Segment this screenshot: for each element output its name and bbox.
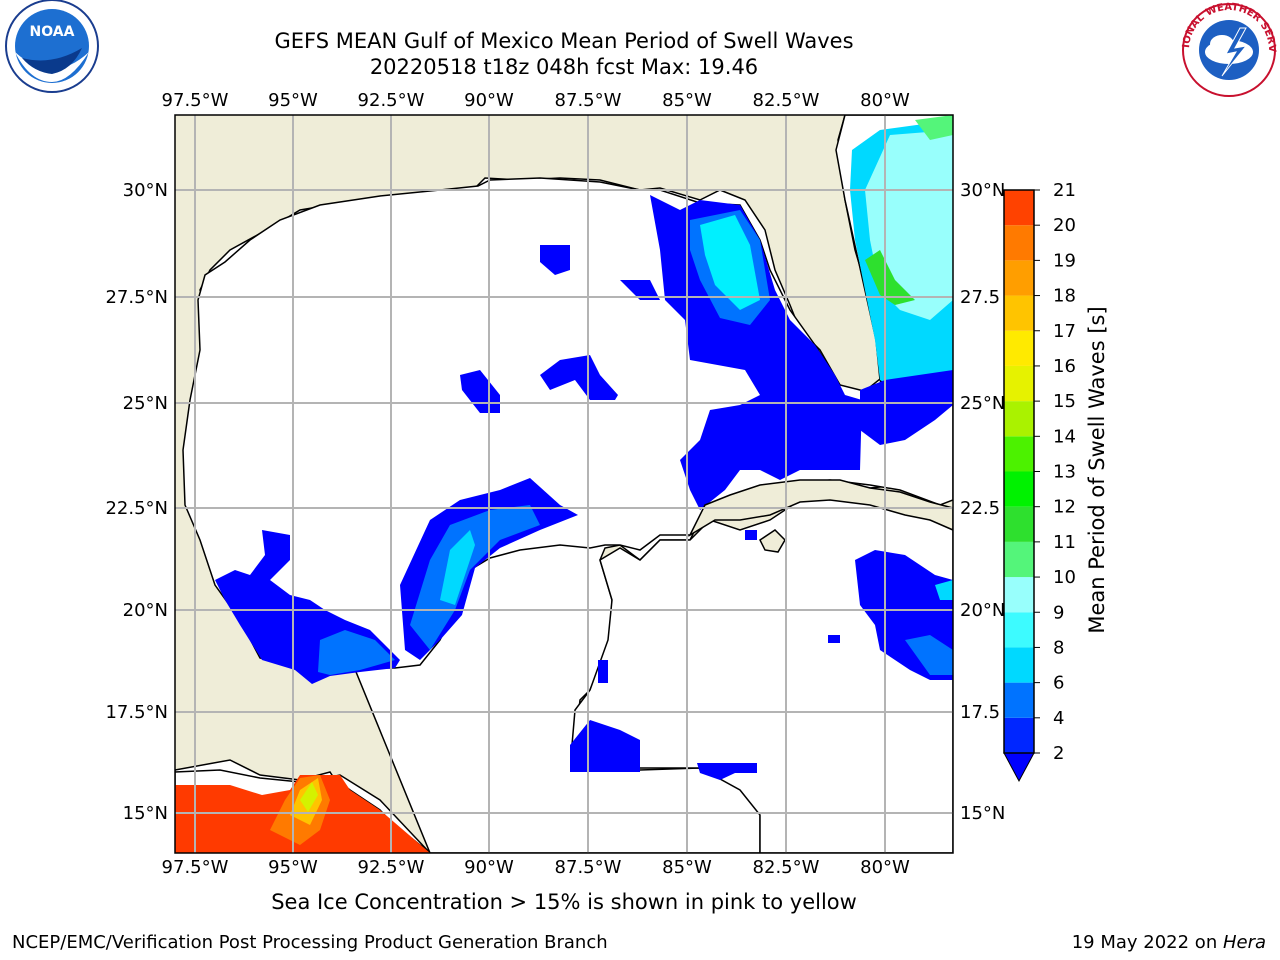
lon-label: 80°W xyxy=(860,857,910,878)
lat-label: 22.5°N xyxy=(105,498,168,519)
lat-label: 17.5°N xyxy=(105,702,168,723)
colorbar-tick-label: 11 xyxy=(1053,532,1076,553)
lat-label: 20°N xyxy=(123,600,168,621)
colorbar-swatch xyxy=(1004,330,1034,366)
lat-label: 15°N xyxy=(123,803,168,824)
lat-label: 15°N xyxy=(960,803,1005,824)
colorbar-swatch xyxy=(1004,190,1034,226)
lon-label: 97.5°W xyxy=(162,90,229,111)
colorbar-tick-label: 20 xyxy=(1053,215,1076,236)
colorbar-swatch xyxy=(1004,612,1034,648)
colorbar-tick-label: 2 xyxy=(1053,743,1064,764)
cuba-land xyxy=(688,479,953,537)
footer-host: Hera xyxy=(1222,932,1266,953)
colorbar-swatch xyxy=(1004,506,1034,542)
colorbar-tick-label: 21 xyxy=(1053,180,1076,201)
colorbar-tick-label: 8 xyxy=(1053,637,1064,658)
colorbar-label: Mean Period of Swell Waves [s] xyxy=(1085,306,1109,634)
lat-label: 17.5 xyxy=(960,702,1000,723)
nws-logo: NATIONAL WEATHER SERVICE xyxy=(0,0,1277,97)
lat-label: 25°N xyxy=(960,393,1005,414)
colorbar-tick-label: 18 xyxy=(1053,286,1076,307)
colorbar-tick-label: 12 xyxy=(1053,497,1076,518)
colorbar-tick-label: 16 xyxy=(1053,356,1076,377)
lon-label: 90°W xyxy=(464,857,514,878)
map-frame xyxy=(174,114,954,854)
lon-labels-top: 97.5°W 95°W 92.5°W 90°W 87.5°W 85°W 82.5°W 80°W xyxy=(162,90,910,111)
lon-label: 82.5°W xyxy=(753,90,820,111)
lat-label: 27.5 xyxy=(960,287,1000,308)
colorbar-swatch xyxy=(1004,365,1034,402)
lat-label: 30°N xyxy=(960,180,1005,201)
colorbar-tick-label: 10 xyxy=(1053,567,1076,588)
svg-text:NOAA: NOAA xyxy=(30,24,75,40)
lon-label: 95°W xyxy=(268,857,318,878)
lon-label: 97.5°W xyxy=(162,857,229,878)
colorbar-swatch xyxy=(1004,295,1034,331)
colorbar-tick-label: 15 xyxy=(1053,391,1076,412)
lat-label: 25°N xyxy=(123,393,168,414)
lon-label: 90°W xyxy=(464,90,514,111)
lon-label: 87.5°W xyxy=(555,857,622,878)
noaa-logo: NOAA xyxy=(5,0,99,93)
lon-label: 95°W xyxy=(268,90,318,111)
colorbar-tick-label: 17 xyxy=(1053,321,1076,342)
colorbar-swatch xyxy=(1004,471,1034,507)
chart-title: GEFS MEAN Gulf of Mexico Mean Period of … xyxy=(274,29,854,53)
colorbar-tick-label: 19 xyxy=(1053,250,1076,271)
colorbar-swatch xyxy=(1004,225,1034,261)
svg-text:NATIONAL WEATHER SERVICE: NATIONAL WEATHER SERVICE xyxy=(0,0,1277,53)
swell-shading xyxy=(215,115,953,780)
lat-label: 27.5°N xyxy=(105,287,168,308)
colorbar-swatch xyxy=(1004,647,1034,683)
lon-label: 87.5°W xyxy=(555,90,622,111)
graticule xyxy=(175,115,953,853)
colorbar-swatch xyxy=(1004,401,1034,437)
colorbar-tick-label: 9 xyxy=(1053,602,1064,623)
lon-label: 80°W xyxy=(860,90,910,111)
lat-label: 20°N xyxy=(960,600,1005,621)
lat-label: 22.5 xyxy=(960,498,1000,519)
lat-label: 30°N xyxy=(123,180,168,201)
colorbar-tick-label: 6 xyxy=(1053,673,1064,694)
colorbar-tick-label: 14 xyxy=(1053,426,1076,447)
lat-labels-left: 30°N 27.5°N 25°N 22.5°N 20°N 17.5°N 15°N xyxy=(105,180,168,824)
colorbar-swatch xyxy=(1004,436,1034,472)
chart-subtitle: 20220518 t18z 048h fcst Max: 19.46 xyxy=(369,55,759,79)
colorbar-swatch xyxy=(1004,541,1034,578)
colorbar-swatch xyxy=(1004,717,1034,753)
colorbar-tick-label: 13 xyxy=(1053,462,1076,483)
colorbar: 2 4 6 8 9 10 11 12 13 14 15 16 17 18 19 20 21 xyxy=(1003,180,1076,783)
lon-labels-bottom: 97.5°W 95°W 92.5°W 90°W 87.5°W 85°W 82.5°W 80°W xyxy=(162,857,910,878)
colorbar-tick-label: 4 xyxy=(1053,708,1064,729)
sea-ice-note: Sea Ice Concentration > 15% is shown in … xyxy=(271,890,857,914)
footer-credit: NCEP/EMC/Verification Post Processing Pr… xyxy=(12,932,608,953)
lon-label: 82.5°W xyxy=(753,857,820,878)
lon-label: 92.5°W xyxy=(358,90,425,111)
colorbar-extend-arrow xyxy=(1003,752,1035,783)
lon-label: 85°W xyxy=(662,857,712,878)
island xyxy=(759,529,786,553)
lon-label: 92.5°W xyxy=(358,857,425,878)
footer-date: 19 May 2022 on Hera xyxy=(1072,932,1266,953)
lat-labels-right: 30°N 27.5 25°N 22.5 20°N 17.5 15°N xyxy=(960,180,1005,824)
colorbar-swatch xyxy=(1004,260,1034,296)
lon-label: 85°W xyxy=(662,90,712,111)
colorbar-swatch xyxy=(1004,682,1034,718)
colorbar-swatch xyxy=(1004,577,1034,613)
footer-date-text: 19 May 2022 on xyxy=(1071,932,1223,953)
